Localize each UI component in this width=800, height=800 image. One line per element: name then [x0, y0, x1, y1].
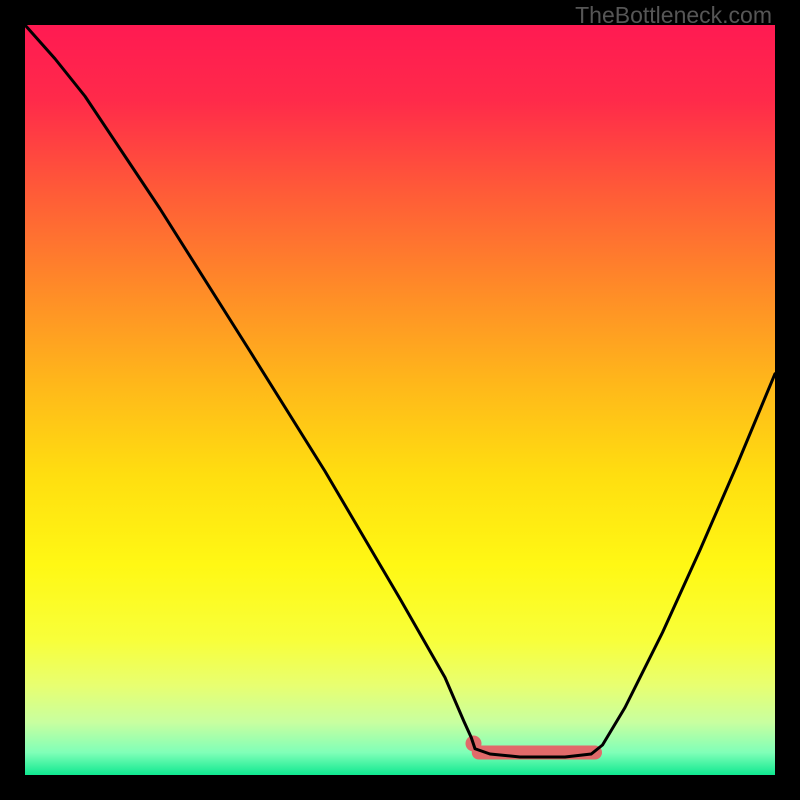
bottleneck-curve [25, 25, 775, 757]
plot-area [25, 25, 775, 775]
chart-overlay [25, 25, 775, 775]
